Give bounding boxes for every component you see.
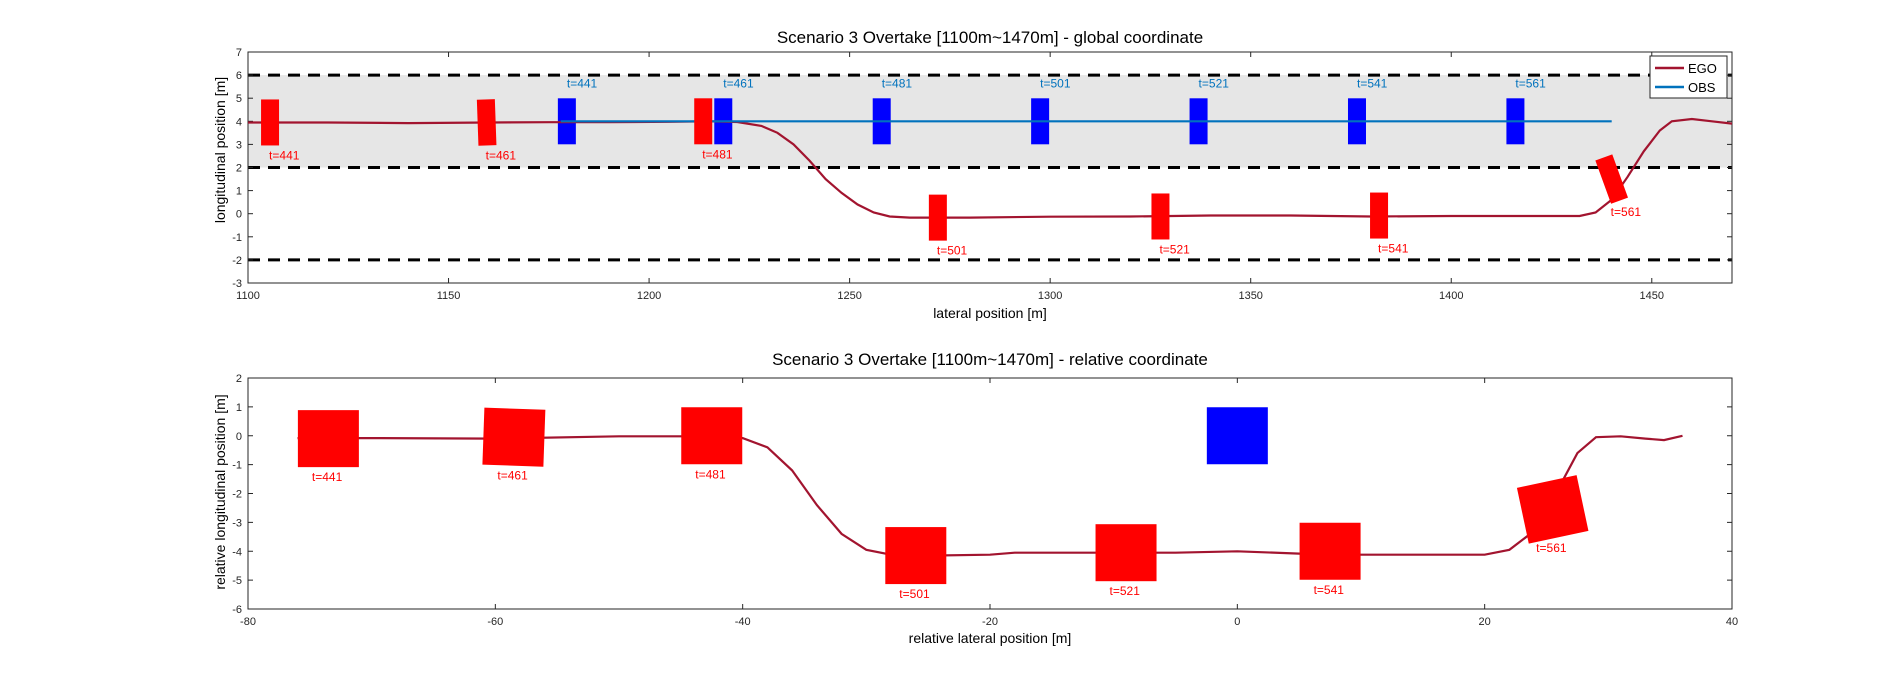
obs-time-label: t=481 [882, 76, 913, 90]
y-tick-label: 4 [236, 116, 242, 128]
ego-box [476, 99, 497, 146]
ego-box [681, 407, 743, 465]
x-axis-label: lateral position [m] [933, 305, 1047, 321]
y-tick-label: -1 [232, 232, 242, 244]
ego-time-label: t=561 [1536, 541, 1567, 555]
y-tick-label: -5 [232, 575, 242, 587]
chart-title: Scenario 3 Overtake [1100m~1470m] - rela… [772, 350, 1208, 369]
legend-label: EGO [1688, 61, 1717, 76]
x-tick-label: 20 [1479, 616, 1491, 628]
x-tick-label: 40 [1726, 616, 1738, 628]
y-tick-label: 6 [236, 70, 242, 82]
y-tick-label: 1 [236, 186, 242, 198]
ego-time-label: t=461 [497, 469, 528, 483]
ego-box [261, 99, 280, 146]
x-tick-label: 1300 [1038, 290, 1062, 302]
x-tick-label: -80 [240, 616, 256, 628]
x-tick-label: 1450 [1640, 290, 1664, 302]
x-tick-label: -40 [735, 616, 751, 628]
obs-time-label: t=561 [1515, 76, 1546, 90]
y-tick-label: 1 [236, 402, 242, 414]
global-coordinate-panel: Scenario 3 Overtake [1100m~1470m] - glob… [212, 28, 1733, 321]
obs-time-label: t=501 [1040, 76, 1071, 90]
ego-box [885, 527, 947, 585]
x-tick-label: 1350 [1238, 290, 1262, 302]
ego-time-label: t=501 [937, 244, 968, 258]
obs-box [1206, 407, 1268, 465]
ego-time-label: t=441 [312, 470, 343, 484]
x-tick-label: -20 [982, 616, 998, 628]
ego-box [1516, 475, 1589, 544]
chart-title: Scenario 3 Overtake [1100m~1470m] - glob… [777, 28, 1203, 47]
ego-time-label: t=501 [899, 587, 930, 601]
x-tick-label: 1200 [637, 290, 661, 302]
ego-time-label: t=541 [1378, 242, 1409, 256]
ego-box [1595, 154, 1628, 204]
ego-time-label: t=561 [1611, 205, 1642, 219]
ego-time-label: t=481 [702, 147, 733, 161]
ego-box [1151, 193, 1170, 240]
y-tick-label: -2 [232, 255, 242, 267]
y-tick-label: 0 [236, 209, 242, 221]
y-axis-label: longitudinal position [m] [212, 77, 228, 223]
y-tick-label: -4 [232, 546, 242, 558]
y-tick-label: 2 [236, 163, 242, 175]
x-axis-label: relative lateral position [m] [909, 630, 1072, 646]
obs-time-label: t=541 [1357, 76, 1388, 90]
x-tick-label: 1250 [837, 290, 861, 302]
ego-box [1299, 522, 1361, 580]
y-tick-label: 5 [236, 93, 242, 105]
y-tick-label: -3 [232, 278, 242, 290]
legend-box [1649, 55, 1728, 99]
relative-coordinate-panel: Scenario 3 Overtake [1100m~1470m] - rela… [212, 350, 1738, 646]
x-tick-label: 1100 [236, 290, 260, 302]
y-tick-label: 0 [236, 431, 242, 443]
x-tick-label: 0 [1234, 616, 1240, 628]
axes-box [247, 377, 1733, 610]
obs-time-label: t=521 [1199, 76, 1230, 90]
y-tick-label: 7 [236, 47, 242, 59]
y-tick-label: -6 [232, 604, 242, 616]
ego-box [694, 98, 713, 145]
obs-time-label: t=461 [723, 76, 754, 90]
ego-time-label: t=521 [1159, 242, 1190, 256]
y-tick-label: 2 [236, 373, 242, 385]
ego-box [928, 194, 947, 241]
y-tick-label: 3 [236, 139, 242, 151]
legend-label: OBS [1688, 80, 1716, 95]
y-axis-label: relative longitudinal position [m] [212, 394, 228, 589]
ego-time-label: t=541 [1314, 583, 1345, 597]
ego-box [297, 410, 359, 468]
ego-time-label: t=481 [695, 467, 726, 481]
ego-box [482, 407, 546, 467]
x-tick-label: 1400 [1439, 290, 1463, 302]
ego-time-label: t=461 [486, 148, 517, 162]
obs-time-label: t=441 [567, 76, 598, 90]
ego-time-label: t=521 [1110, 584, 1141, 598]
x-tick-label: 1150 [437, 290, 461, 302]
ego-box [1095, 524, 1157, 582]
y-tick-label: -3 [232, 517, 242, 529]
ego-time-label: t=441 [269, 148, 300, 162]
ego-box [1370, 192, 1389, 239]
x-tick-label: -60 [487, 616, 503, 628]
y-tick-label: -2 [232, 489, 242, 501]
y-tick-label: -1 [232, 460, 242, 472]
